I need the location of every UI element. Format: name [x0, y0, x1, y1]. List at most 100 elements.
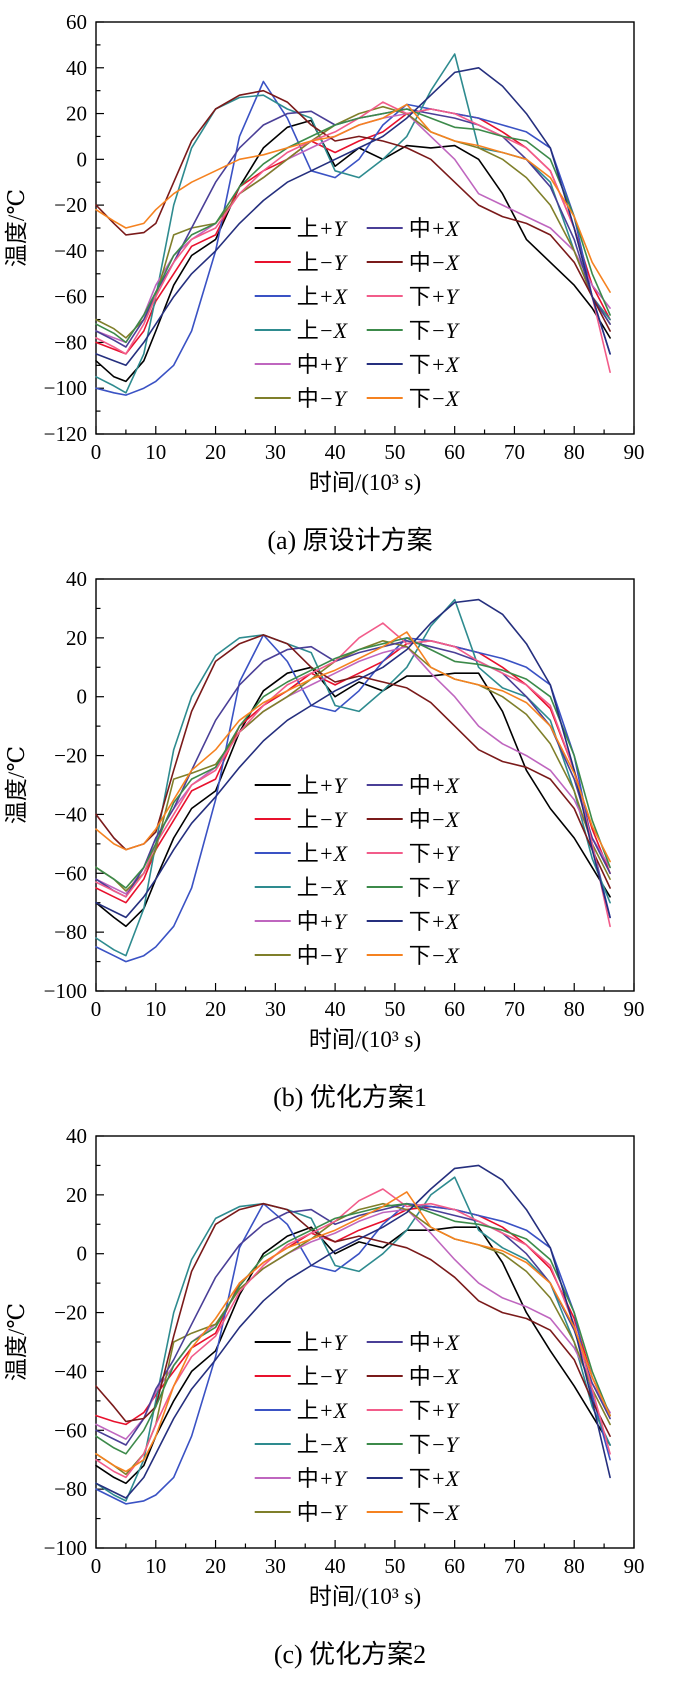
legend-label: 中+Y [297, 1466, 349, 1491]
legend-label: 上+X [297, 841, 349, 866]
y-tick-label: 20 [66, 102, 87, 126]
legend-label: 上+X [297, 1398, 349, 1423]
x-tick-label: 90 [624, 440, 645, 464]
y-axis-label: 温度/℃ [4, 189, 29, 267]
legend-label: 下−X [409, 943, 461, 968]
x-tick-label: 10 [145, 1554, 166, 1578]
series-line [95, 1208, 611, 1440]
y-tick-label: −80 [54, 330, 87, 354]
legend-label: 下+Y [409, 841, 461, 866]
y-tick-label: −40 [54, 1359, 87, 1383]
x-tick-label: 70 [504, 1554, 525, 1578]
x-tick-label: 90 [624, 1554, 645, 1578]
legend-label: 上−X [297, 1432, 349, 1457]
series-line [95, 1202, 611, 1455]
x-axis-label: 时间/(10³ s) [309, 1027, 421, 1052]
x-tick-label: 10 [145, 997, 166, 1021]
legend-label: 下+X [409, 909, 461, 934]
x-tick-label: 30 [265, 440, 286, 464]
y-tick-label: 60 [66, 10, 87, 34]
x-tick-label: 50 [384, 1554, 405, 1578]
y-axis-label: 温度/℃ [4, 1303, 29, 1381]
legend-label: 下−Y [409, 875, 461, 900]
chart-b-canvas: 0 10 20 30 40 50 60 70 80 90 −100 −80 −60 −40 −20 0 20 40… [4, 567, 645, 1052]
y-tick-label: 0 [77, 1242, 88, 1266]
series-line [95, 67, 611, 367]
legend-label: 中−Y [297, 1500, 349, 1525]
series-line [95, 103, 611, 293]
series-line [95, 666, 611, 928]
x-tick-label: 0 [91, 440, 102, 464]
y-tick-label: 40 [66, 567, 87, 591]
legend-label: 下−X [409, 1500, 461, 1525]
series-line [95, 112, 611, 344]
legend-label: 下+Y [409, 1398, 461, 1423]
legend-label: 上+Y [297, 1330, 349, 1355]
x-tick-label: 30 [265, 997, 286, 1021]
legend-label: 下+X [409, 1466, 461, 1491]
y-tick-label: −20 [54, 1301, 87, 1325]
y-tick-label: −120 [44, 422, 87, 446]
legend-label: 上−Y [297, 807, 349, 832]
x-tick-label: 50 [384, 997, 405, 1021]
x-tick-label: 30 [265, 1554, 286, 1578]
series-line [95, 598, 611, 919]
legend-label: 下−X [409, 386, 461, 411]
series-line [95, 637, 611, 889]
x-tick-label: 20 [205, 997, 226, 1021]
series-line [95, 105, 611, 339]
y-tick-label: −20 [54, 193, 87, 217]
x-tick-label: 60 [444, 1554, 465, 1578]
x-tick-label: 80 [564, 1554, 585, 1578]
y-tick-label: −60 [54, 285, 87, 309]
legend-label: 中+Y [297, 909, 349, 934]
x-tick-label: 90 [624, 997, 645, 1021]
series-line [95, 634, 611, 889]
legend-label: 中−Y [297, 943, 349, 968]
series-line [95, 640, 611, 898]
y-tick-label: −100 [44, 979, 87, 1003]
chart-c-canvas: 0 10 20 30 40 50 60 70 80 90 −100 −80 −60 −40 −20 0 20 40… [4, 1124, 645, 1609]
legend-label: 下+X [409, 352, 461, 377]
x-tick-label: 20 [205, 1554, 226, 1578]
y-tick-label: 0 [77, 685, 88, 709]
y-tick-label: 40 [66, 56, 87, 80]
legend-label: 上+Y [297, 773, 349, 798]
x-tick-label: 50 [384, 440, 405, 464]
series-line [95, 1202, 611, 1505]
x-tick-label: 80 [564, 997, 585, 1021]
legend-label: 中+X [409, 1330, 461, 1355]
series-line [95, 108, 611, 344]
legend-label: 中−X [409, 1364, 461, 1389]
series-line [95, 80, 611, 396]
x-tick-label: 10 [145, 440, 166, 464]
series-line [95, 1191, 611, 1473]
legend-label: 中−Y [297, 386, 349, 411]
y-tick-label: −20 [54, 744, 87, 768]
x-tick-label: 60 [444, 440, 465, 464]
legend-label: 中+X [409, 773, 461, 798]
y-tick-label: 40 [66, 1124, 87, 1148]
y-tick-label: −80 [54, 1477, 87, 1501]
legend-label: 中−X [409, 250, 461, 275]
y-tick-label: −80 [54, 920, 87, 944]
legend-label: 上−Y [297, 1364, 349, 1389]
x-tick-label: 40 [325, 997, 346, 1021]
legend-label: 中+X [409, 216, 461, 241]
series-line [95, 119, 611, 383]
x-tick-label: 0 [91, 997, 102, 1021]
chart-c-caption: (c) 优化方案2 [273, 1640, 427, 1669]
plot-frame [95, 578, 635, 992]
legend-label: 上+X [297, 284, 349, 309]
x-tick-label: 70 [504, 997, 525, 1021]
y-tick-label: 20 [66, 626, 87, 650]
legend-label: 中−X [409, 807, 461, 832]
legend-label: 上−Y [297, 250, 349, 275]
series-line [95, 1176, 611, 1502]
legend-label: 上−X [297, 875, 349, 900]
series-line [95, 1202, 611, 1446]
series-line [95, 631, 611, 863]
legend-label: 下−Y [409, 318, 461, 343]
y-tick-label: 0 [77, 147, 88, 171]
